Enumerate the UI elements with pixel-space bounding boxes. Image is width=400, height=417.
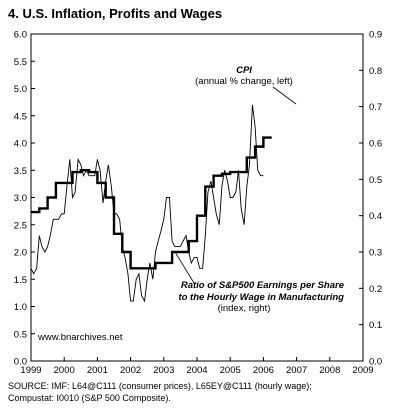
annotations: CPI (annual % change, left) Ratio of S&P…	[37, 65, 345, 343]
x-tick-label: 2007	[286, 365, 307, 376]
ratio-label-line1: Ratio of S&P500 Earnings per Share	[181, 280, 345, 291]
source-line: Compustat: I0010 (S&P 500 Composite).	[8, 393, 171, 403]
y-left-tick-label: 0.0	[14, 357, 27, 368]
y-right-tick-label: 0.8	[369, 66, 382, 77]
y-right-tick-label: 0.7	[369, 102, 382, 113]
x-tick-label: 1999	[20, 365, 41, 376]
cpi-pointer	[272, 86, 297, 105]
y-left-tick-label: 5.0	[14, 84, 27, 95]
y-right-tick-label: 0.0	[369, 357, 382, 368]
y-left-tick-label: 4.5	[14, 111, 27, 122]
x-tick-label: 2003	[153, 365, 174, 376]
y-left-tick-label: 1.0	[14, 302, 27, 313]
y-left-tick-label: 6.0	[14, 30, 27, 41]
y-left-tick-label: 2.0	[14, 248, 27, 259]
y-left-tick-label: 3.0	[14, 193, 27, 204]
inflation-profits-wages-chart: 0.0 0.5 1.0 1.5 2.0 2.5 3.0 3.5 4.0 4.5 5.0 5.5 6.0 0…	[14, 30, 382, 377]
y-left-tick-label: 3.5	[14, 166, 27, 177]
x-tick-label: 2008	[319, 365, 340, 376]
cpi-sublabel: (annual % change, left)	[195, 76, 293, 87]
y-right-tick-label: 0.3	[369, 248, 382, 259]
y-left-tick-label: 1.5	[14, 275, 27, 286]
x-tick-label: 2005	[220, 365, 241, 376]
y-right-tick-label: 0.9	[369, 30, 382, 41]
y-left-tick-label: 5.5	[14, 57, 27, 68]
x-tick-label: 2004	[186, 365, 207, 376]
ratio-sublabel: (index, right)	[218, 303, 271, 314]
website-label: www.bnarchives.net	[37, 332, 123, 343]
source-note: SOURCE: IMF: L64@C111 (consumer prices),…	[8, 380, 312, 404]
chart-title: 4. U.S. Inflation, Profits and Wages	[8, 6, 223, 21]
cpi-series-line	[30, 104, 264, 303]
y-right-tick-label: 0.4	[369, 211, 382, 222]
x-tick-label: 2000	[54, 365, 75, 376]
y-right-tick-label: 0.1	[369, 320, 382, 331]
source-line: SOURCE: IMF: L64@C111 (consumer prices),…	[8, 381, 312, 391]
axes-layer: 0.0 0.5 1.0 1.5 2.0 2.5 3.0 3.5 4.0 4.5 5.0 5.5 6.0 0…	[14, 30, 382, 377]
series-layer	[30, 104, 272, 303]
y-left-tick-label: 0.5	[14, 329, 27, 340]
y-right-tick-label: 0.5	[369, 175, 382, 186]
ratio-label-line2: to the Hourly Wage in Manufacturing	[178, 292, 344, 303]
ratio-pointer	[174, 251, 195, 284]
y-right-tick-label: 0.2	[369, 284, 382, 295]
x-tick-label: 2009	[352, 365, 373, 376]
x-tick-label: 2001	[87, 365, 108, 376]
y-right-tick-label: 0.6	[369, 139, 382, 150]
ratio-series-line	[31, 136, 272, 270]
cpi-label: CPI	[236, 65, 252, 76]
y-left-tick-label: 2.5	[14, 220, 27, 231]
y-left-tick-label: 4.0	[14, 139, 27, 150]
x-tick-label: 2006	[253, 365, 274, 376]
x-tick-label: 2002	[120, 365, 141, 376]
